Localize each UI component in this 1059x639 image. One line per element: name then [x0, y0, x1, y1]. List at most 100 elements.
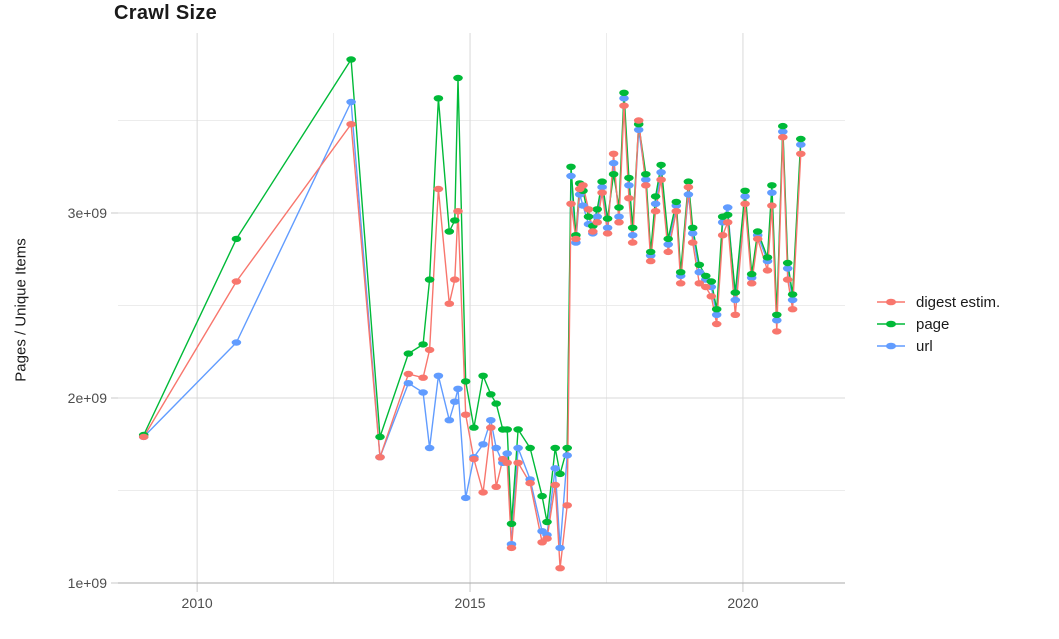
- data-point-page: [778, 122, 788, 130]
- data-point-url: [796, 141, 806, 148]
- data-point-page: [671, 198, 682, 206]
- data-point-digest-estim-: [592, 219, 602, 226]
- data-point-url: [562, 452, 572, 459]
- data-point-url: [641, 176, 651, 183]
- data-point-url: [453, 385, 463, 392]
- data-point-page: [624, 174, 634, 182]
- data-point-digest-estim-: [675, 280, 686, 287]
- data-point-url: [460, 494, 471, 502]
- data-point-digest-estim-: [578, 182, 588, 189]
- data-point-url: [767, 189, 777, 196]
- data-point-digest-estim-: [502, 459, 512, 466]
- data-point-url: [683, 191, 694, 198]
- data-point-url: [627, 232, 638, 239]
- data-point-page: [641, 171, 651, 178]
- data-point-url: [787, 296, 798, 304]
- data-point-url: [550, 465, 560, 472]
- data-point-url: [614, 213, 624, 220]
- data-point-page: [450, 217, 460, 224]
- data-point-page: [513, 426, 523, 433]
- data-point-url: [486, 417, 496, 424]
- data-point-url: [782, 265, 793, 272]
- data-point-page: [767, 182, 777, 189]
- data-point-url: [663, 241, 673, 248]
- data-point-page: [656, 161, 666, 169]
- data-point-digest-estim-: [562, 502, 572, 509]
- data-point-digest-estim-: [671, 208, 682, 215]
- series-line-digest-estim-: [143, 105, 802, 569]
- data-point-digest-estim-: [722, 219, 733, 226]
- data-point-digest-estim-: [231, 278, 242, 285]
- data-point-url: [772, 317, 782, 324]
- data-point-page: [592, 206, 602, 213]
- data-point-page: [231, 235, 242, 243]
- data-point-page: [762, 254, 773, 261]
- data-point-digest-estim-: [717, 232, 728, 239]
- data-point-page: [787, 291, 798, 298]
- data-point-page: [542, 518, 552, 526]
- data-point-digest-estim-: [550, 481, 560, 489]
- data-point-page: [403, 350, 414, 357]
- data-point-page: [433, 95, 444, 102]
- data-point-url: [687, 230, 698, 237]
- data-point-url: [444, 417, 455, 424]
- data-point-page: [478, 372, 488, 379]
- data-point-digest-estim-: [460, 411, 471, 418]
- data-point-page: [375, 433, 385, 441]
- data-point-page: [346, 56, 356, 63]
- data-point-digest-estim-: [627, 239, 638, 246]
- legend-key-digest-icon: [877, 298, 905, 306]
- legend-item-digest: digest estim.: [876, 291, 1000, 313]
- data-point-url: [433, 372, 444, 379]
- data-point-url: [656, 169, 666, 176]
- data-point-page: [583, 213, 594, 220]
- data-point-digest-estim-: [641, 182, 651, 189]
- data-point-page: [614, 204, 624, 211]
- data-point-digest-estim-: [566, 200, 576, 207]
- data-point-page: [796, 135, 806, 143]
- data-point-page: [602, 215, 613, 222]
- data-point-page: [772, 311, 782, 318]
- data-point-url: [418, 389, 428, 396]
- data-point-page: [619, 89, 629, 97]
- legend-item-url: url: [876, 335, 1000, 357]
- data-point-digest-estim-: [424, 346, 435, 354]
- legend-label-digest: digest estim.: [916, 293, 1001, 311]
- data-point-digest-estim-: [542, 535, 552, 542]
- data-point-url: [711, 311, 722, 318]
- data-point-digest-estim-: [513, 459, 523, 466]
- data-point-digest-estim-: [645, 257, 656, 265]
- data-point-digest-estim-: [583, 206, 594, 213]
- data-point-url: [450, 398, 460, 405]
- data-point-url: [619, 95, 629, 102]
- data-point-url: [502, 450, 512, 457]
- data-point-digest-estim-: [787, 306, 798, 313]
- data-point-digest-estim-: [746, 280, 757, 287]
- data-point-page: [694, 261, 705, 268]
- data-point-digest-estim-: [597, 189, 607, 196]
- data-point-page: [550, 444, 560, 452]
- data-point-page: [537, 492, 547, 500]
- data-point-page: [562, 444, 572, 452]
- data-point-page: [453, 74, 463, 82]
- data-point-page: [566, 163, 576, 170]
- legend: digest estim. page url: [876, 291, 1000, 357]
- data-point-page: [418, 341, 428, 348]
- data-point-page: [424, 276, 435, 283]
- data-point-digest-estim-: [796, 150, 806, 157]
- legend-label-page: page: [916, 315, 950, 333]
- data-point-digest-estim-: [469, 455, 479, 463]
- data-point-page: [782, 259, 793, 267]
- data-point-page: [650, 193, 661, 200]
- data-point-url: [624, 182, 634, 189]
- data-point-url: [513, 444, 523, 452]
- data-point-page: [597, 178, 607, 185]
- data-point-digest-estim-: [418, 374, 428, 381]
- data-point-url: [740, 193, 750, 200]
- data-point-digest-estim-: [608, 150, 619, 157]
- data-point-url: [491, 444, 502, 452]
- data-point-digest-estim-: [650, 208, 661, 215]
- data-point-digest-estim-: [506, 544, 517, 552]
- data-point-url: [633, 126, 644, 133]
